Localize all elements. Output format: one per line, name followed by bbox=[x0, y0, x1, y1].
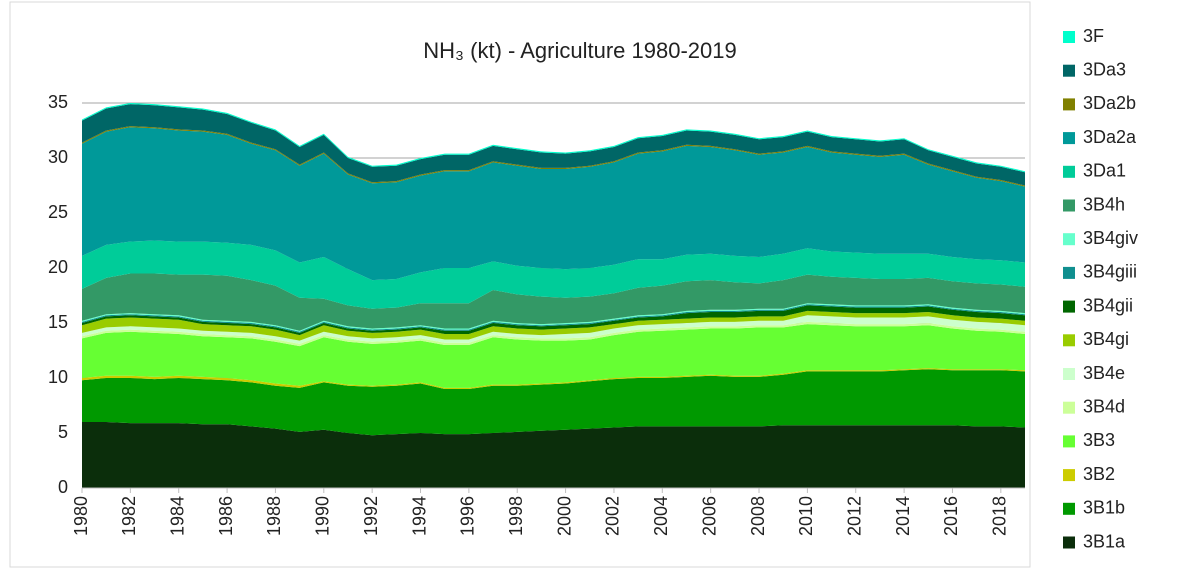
legend-label: 3B4giii bbox=[1083, 262, 1137, 282]
area bbox=[82, 368, 1025, 389]
x-tick-label: 2008 bbox=[748, 496, 768, 536]
x-tick-label: 2016 bbox=[941, 496, 961, 536]
area bbox=[82, 324, 1025, 388]
x-tick-label: 2014 bbox=[893, 496, 913, 536]
area bbox=[82, 127, 1025, 281]
legend-label: 3Da1 bbox=[1083, 161, 1126, 181]
x-tick-label: 1984 bbox=[167, 496, 187, 536]
x-tick-label: 1994 bbox=[409, 496, 429, 536]
y-tick-label: 25 bbox=[48, 202, 68, 222]
legend-swatch bbox=[1063, 401, 1075, 414]
x-tick-label: 2002 bbox=[603, 496, 623, 536]
x-tick-label: 2012 bbox=[844, 496, 864, 536]
legend-swatch bbox=[1063, 31, 1075, 43]
x-tick-label: 1992 bbox=[361, 496, 381, 536]
legend-label: 3B3 bbox=[1083, 430, 1115, 450]
area bbox=[82, 315, 1025, 344]
legend-label: 3Da2b bbox=[1083, 93, 1136, 113]
area bbox=[82, 321, 1025, 347]
legend-label: 3Da2a bbox=[1083, 127, 1137, 147]
legend-swatch bbox=[1063, 334, 1075, 347]
legend-label: 3B1a bbox=[1083, 531, 1126, 551]
area bbox=[82, 104, 1025, 186]
area bbox=[82, 305, 1025, 336]
legend-swatch bbox=[1063, 502, 1075, 515]
legend-swatch bbox=[1063, 132, 1075, 145]
legend-label: 3B4gii bbox=[1083, 295, 1133, 315]
legend-swatch bbox=[1063, 199, 1075, 212]
y-tick-label: 30 bbox=[48, 147, 68, 167]
x-tick-label: 2004 bbox=[651, 496, 671, 536]
y-tick-label: 20 bbox=[48, 257, 68, 277]
legend-swatch bbox=[1063, 266, 1075, 279]
legend-label: 3B4e bbox=[1083, 363, 1125, 383]
area bbox=[82, 422, 1025, 488]
legend-label: 3B4gi bbox=[1083, 329, 1129, 349]
legend-swatch bbox=[1063, 435, 1075, 448]
legend-label: 3B4d bbox=[1083, 396, 1125, 416]
x-tick-label: 2018 bbox=[990, 496, 1010, 536]
area bbox=[82, 273, 1025, 331]
legend-label: 3Da3 bbox=[1083, 59, 1126, 79]
legend-swatch bbox=[1063, 165, 1075, 178]
legend-swatch bbox=[1063, 469, 1075, 482]
legend-label: 3B2 bbox=[1083, 464, 1115, 484]
area bbox=[82, 240, 1025, 309]
x-tick-label: 1990 bbox=[313, 496, 333, 536]
x-tick-label: 1982 bbox=[119, 496, 139, 536]
legend-swatch bbox=[1063, 98, 1075, 111]
area bbox=[82, 310, 1025, 341]
y-tick-label: 35 bbox=[48, 92, 68, 112]
x-tick-label: 2006 bbox=[699, 496, 719, 536]
x-tick-label: 1986 bbox=[216, 496, 236, 536]
legend-label: 3B4h bbox=[1083, 194, 1125, 214]
y-tick-label: 15 bbox=[48, 312, 68, 332]
legend-label: 3B4giv bbox=[1083, 228, 1138, 248]
x-tick-label: 1998 bbox=[506, 496, 526, 536]
legend-swatch bbox=[1063, 368, 1075, 380]
y-tick-label: 10 bbox=[48, 367, 68, 387]
legend-swatch bbox=[1063, 64, 1075, 77]
x-tick-label: 1996 bbox=[458, 496, 478, 536]
legend-label: 3B1b bbox=[1083, 498, 1125, 518]
x-tick-label: 1988 bbox=[264, 496, 284, 536]
legend-swatch bbox=[1063, 536, 1075, 549]
x-tick-label: 1980 bbox=[71, 496, 91, 536]
legend-swatch bbox=[1063, 233, 1075, 246]
x-tick-label: 2010 bbox=[796, 496, 816, 536]
y-tick-label: 5 bbox=[58, 422, 68, 442]
legend-swatch bbox=[1063, 300, 1075, 313]
x-tick-label: 2000 bbox=[554, 496, 574, 536]
y-tick-label: 0 bbox=[58, 477, 68, 497]
legend-label: 3F bbox=[1083, 26, 1104, 46]
chart-title: NH₃ (kt) - Agriculture 1980-2019 bbox=[423, 38, 736, 63]
area bbox=[82, 369, 1025, 436]
